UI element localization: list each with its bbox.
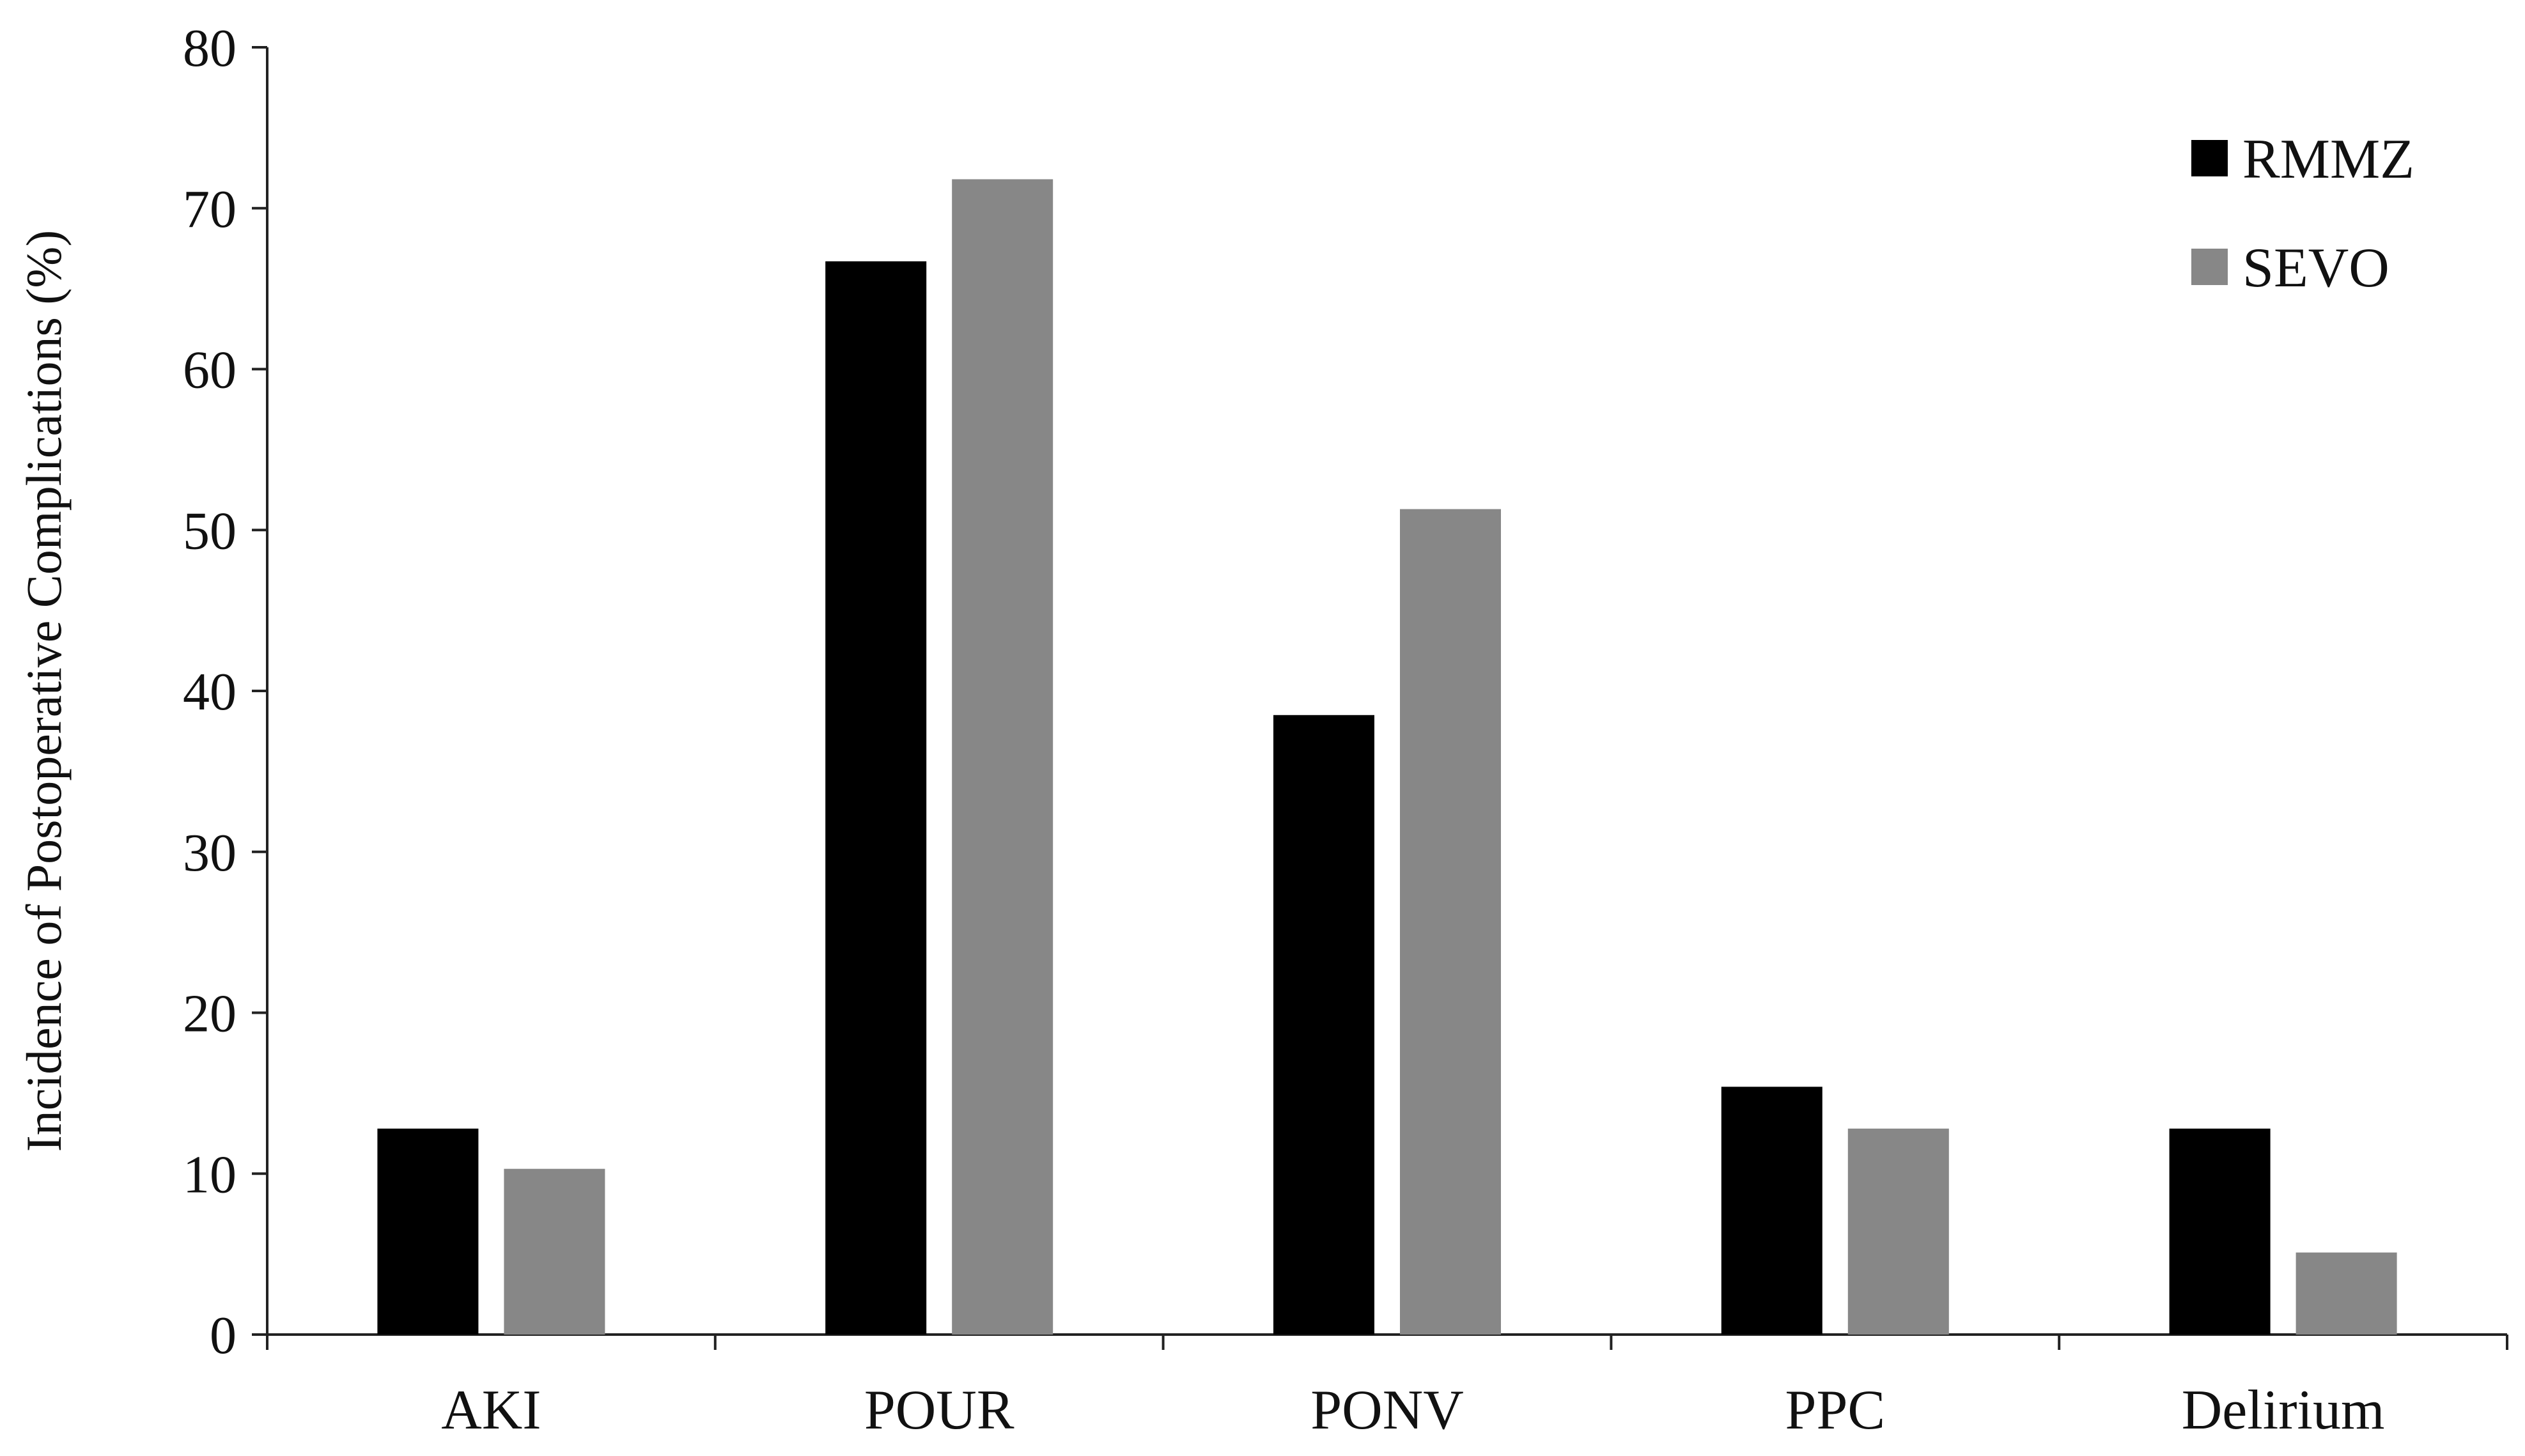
category-label: PONV: [1310, 1379, 1464, 1441]
y-tick-label: 40: [183, 662, 237, 722]
bar: [2169, 1128, 2271, 1335]
legend-swatch: [2191, 140, 2228, 176]
category-label: Delirium: [2182, 1379, 2385, 1441]
y-tick-label: 0: [210, 1306, 237, 1365]
bar: [952, 179, 1053, 1335]
bar: [1721, 1087, 1822, 1335]
y-tick-label: 70: [183, 180, 237, 239]
bar: [377, 1128, 479, 1335]
y-tick-label: 20: [183, 984, 237, 1044]
category-label: AKI: [441, 1379, 541, 1441]
y-tick-label: 60: [183, 341, 237, 400]
category-label: PPC: [1785, 1379, 1886, 1441]
y-tick-label: 10: [183, 1145, 237, 1204]
y-tick-labels: 0 10 20 30 40 50 60 70 80: [183, 19, 237, 1365]
y-axis-title: Incidence of Postoperative Complications…: [16, 230, 72, 1152]
category-label: POUR: [864, 1379, 1014, 1441]
bars: [377, 179, 2397, 1335]
bar: [1847, 1128, 1949, 1335]
y-tick-label: 50: [183, 501, 237, 561]
y-axis-title-group: Incidence of Postoperative Complications…: [16, 230, 72, 1152]
y-tick-label: 30: [183, 823, 237, 883]
legend: RMMZ SEVO: [2191, 128, 2414, 299]
y-tick-label: 80: [183, 19, 237, 78]
bar: [1400, 509, 1501, 1335]
bar: [504, 1168, 605, 1335]
legend-label: RMMZ: [2242, 128, 2414, 190]
axes: [252, 46, 2508, 1350]
bar: [2296, 1252, 2397, 1335]
category-labels: AKI POUR PONV PPC Delirium: [441, 1379, 2384, 1441]
legend-label: SEVO: [2242, 237, 2389, 299]
bar: [825, 261, 927, 1335]
legend-swatch: [2191, 249, 2228, 285]
bar: [1273, 715, 1374, 1335]
